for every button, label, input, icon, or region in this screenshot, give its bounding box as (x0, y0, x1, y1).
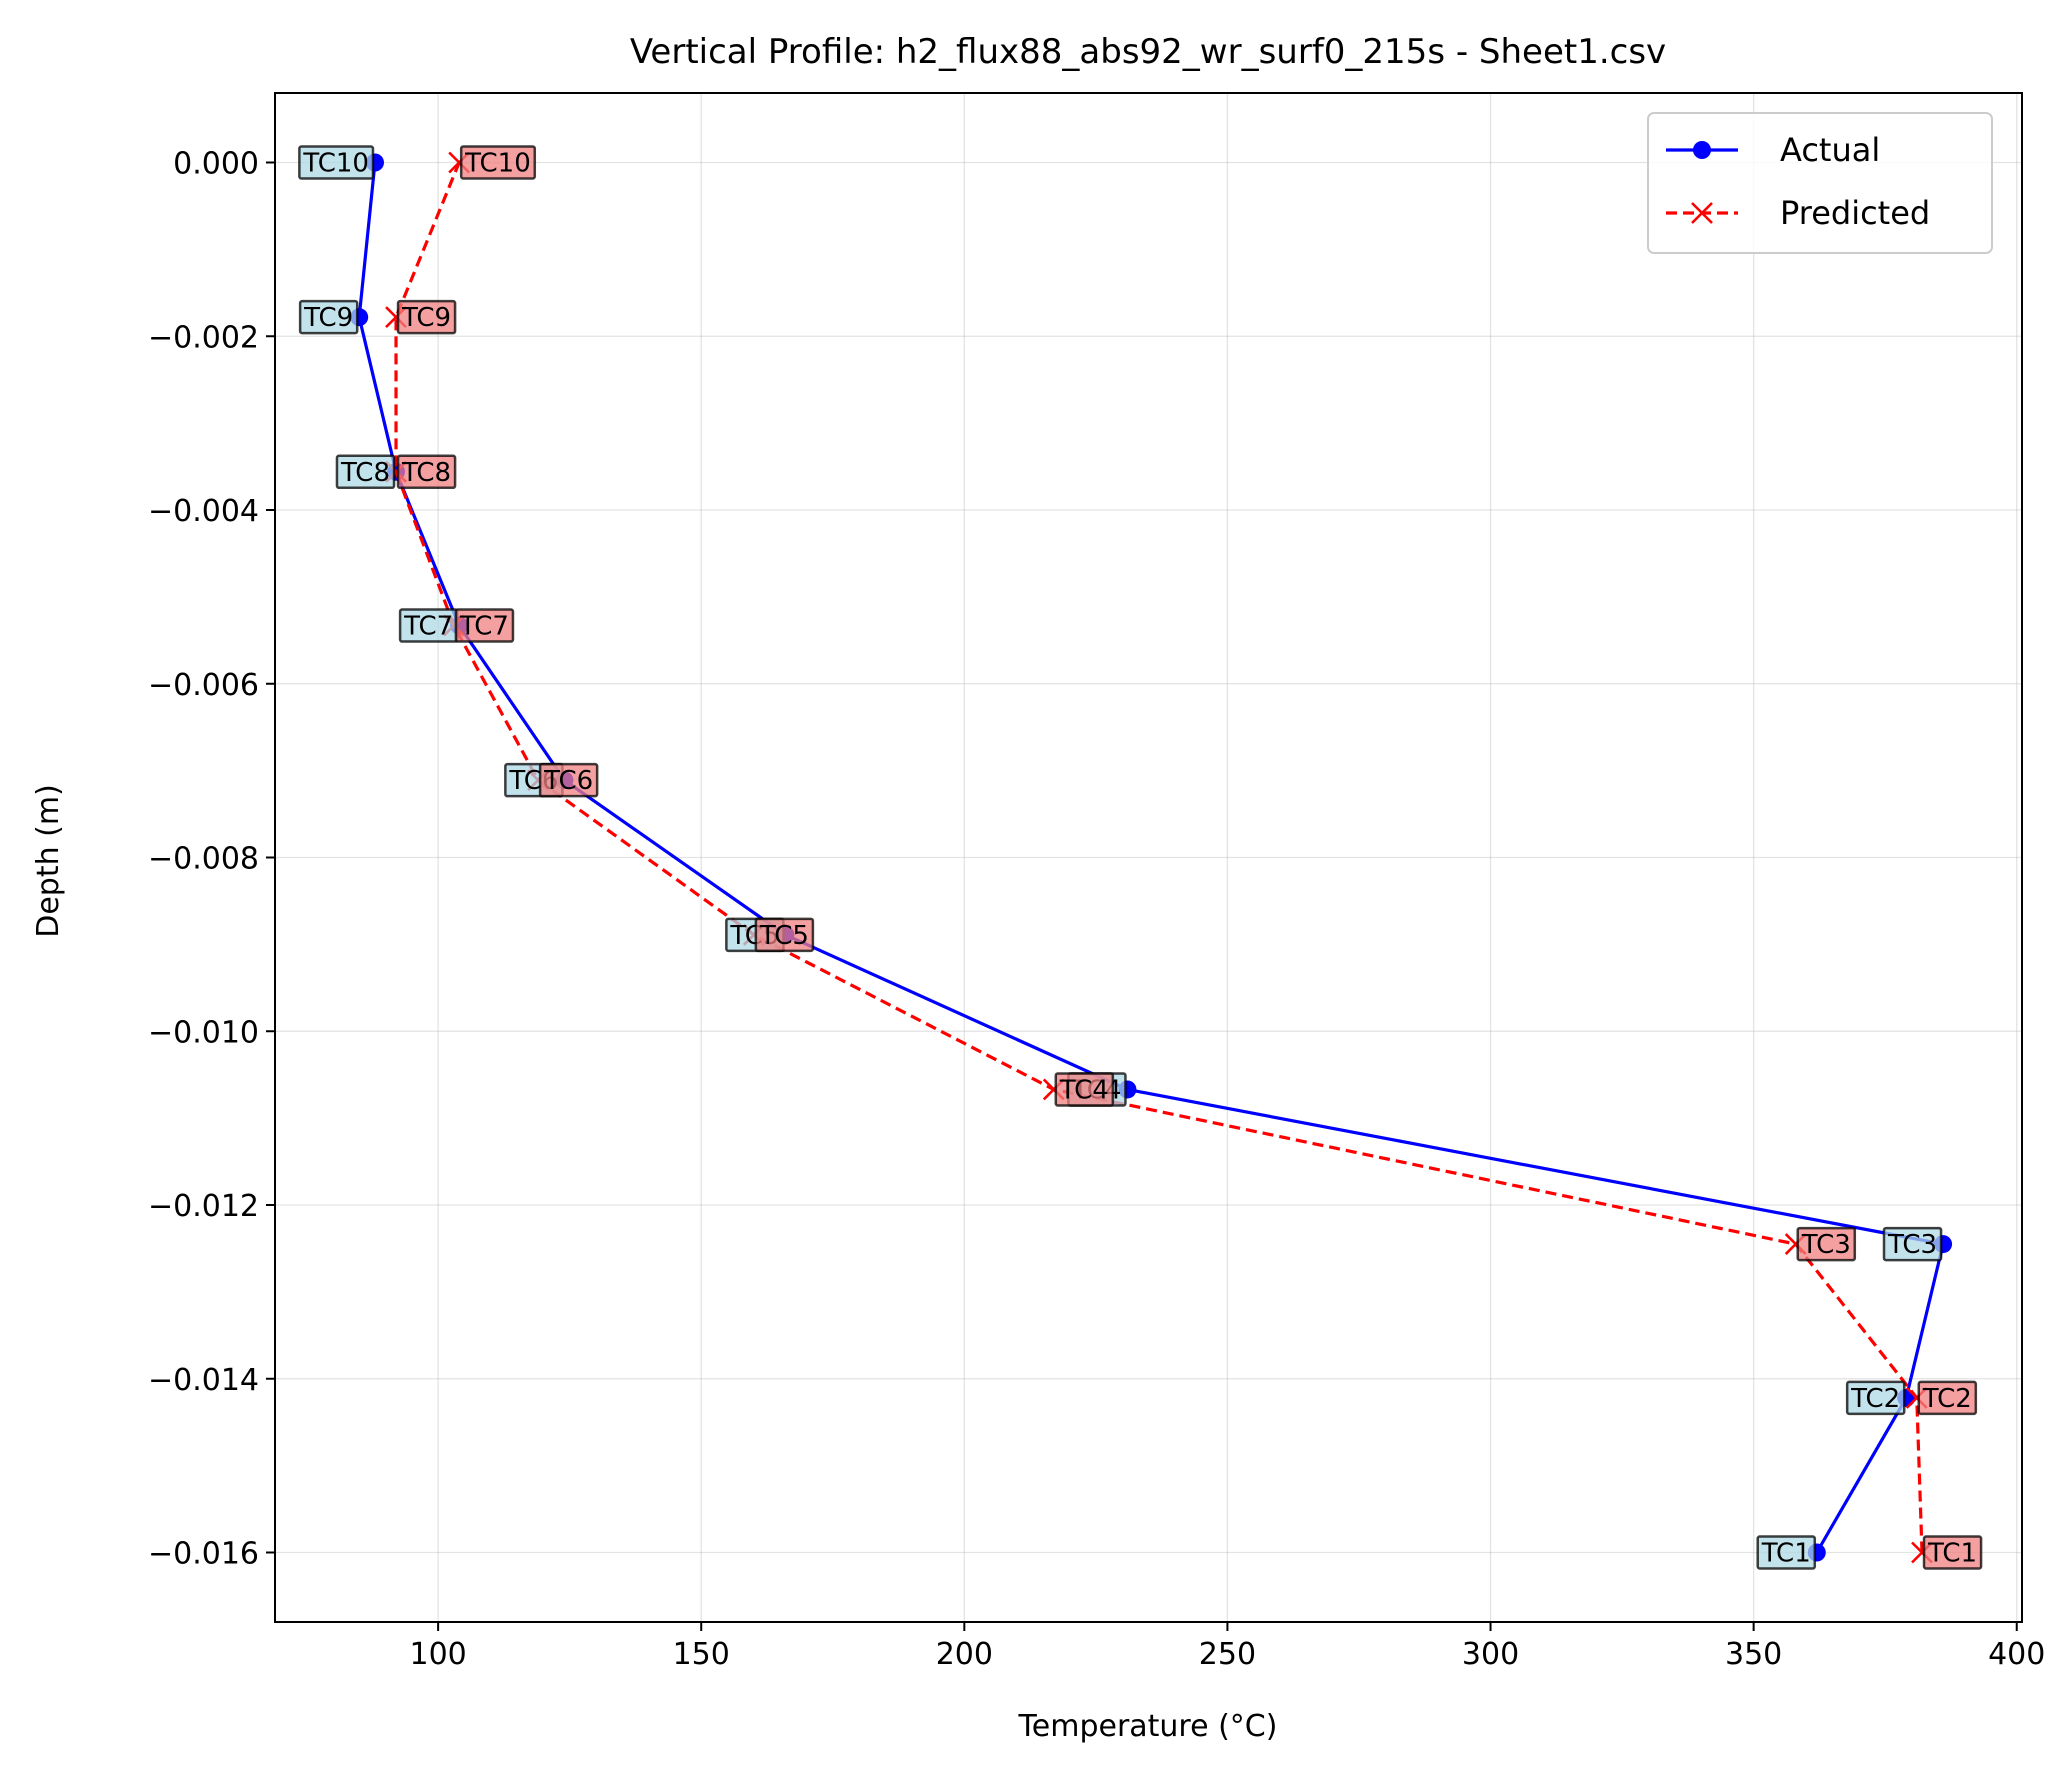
y-tick-label: −0.010 (148, 1015, 259, 1050)
legend-marker (1693, 141, 1711, 159)
point-label-box (1917, 1380, 1978, 1416)
x-tick-label: 250 (1199, 1637, 1256, 1672)
point-label-box (1756, 1535, 1817, 1570)
y-tick-label: −0.002 (148, 320, 259, 355)
point-label-actual-tc8: TC8 (335, 454, 396, 490)
y-tick-label: −0.012 (148, 1189, 259, 1224)
point-label-text: TC1 (1927, 1539, 1977, 1569)
point-label-text: TC2 (1922, 1384, 1972, 1414)
point-label-text: TC3 (1801, 1230, 1851, 1260)
point-label-box (298, 145, 375, 180)
y-tick-label: −0.008 (148, 842, 259, 877)
y-axis-label: Depth (m) (31, 784, 66, 938)
legend-entry-predicted: Predicted (1666, 194, 1930, 232)
point-label-box (1845, 1380, 1906, 1416)
point-label-text: TC9 (303, 303, 353, 333)
legend: Actual Predicted (1647, 112, 1993, 254)
axis-layer: 100 150 200 250 300 350 400 0.000 −0.002 −0.004 −0… (148, 147, 2045, 1673)
point-label-text: TC6 (543, 766, 593, 796)
point-label-box (396, 299, 457, 335)
x-tick-label: 350 (1725, 1637, 1782, 1672)
point-label-predicted-tc7: TC7 (454, 608, 515, 643)
chart-title: Vertical Profile: h2_flux88_abs92_wr_sur… (630, 32, 1666, 72)
legend-label: Predicted (1780, 194, 1930, 232)
point-label-box (454, 608, 515, 643)
point-label-actual-tc3: TC3 (1882, 1226, 1943, 1262)
point-label-actual-tc7: TC7 (398, 608, 459, 643)
point-label-actual-tc9: TC9 (298, 299, 359, 335)
legend-entry-actual: Actual (1666, 131, 1880, 169)
point-label-predicted-tc8: TC8 (396, 454, 457, 490)
x-tick-label: 150 (673, 1637, 730, 1672)
point-label-text: TC3 (1887, 1230, 1937, 1260)
point-label-predicted-tc3: TC3 (1796, 1226, 1857, 1262)
point-label-box (298, 299, 359, 335)
point-label-box (1882, 1226, 1943, 1262)
y-tick-label: −0.016 (148, 1537, 259, 1572)
y-tick-label: 0.000 (173, 147, 259, 182)
point-label-predicted-tc6: TC6 (538, 762, 599, 798)
series-line-actual (357, 162, 1945, 1554)
y-tick-label: −0.014 (148, 1363, 259, 1398)
point-label-actual-tc10: TC10 (298, 145, 375, 180)
x-axis-label: Temperature (°C) (1018, 1709, 1278, 1744)
point-label-box (459, 145, 537, 180)
point-label-box (754, 917, 815, 953)
point-label-text: TC7 (403, 612, 453, 642)
point-label-box (1796, 1226, 1857, 1262)
x-tick-label: 400 (1988, 1637, 2045, 1672)
point-label-actual-tc1: TC1 (1756, 1535, 1817, 1570)
point-label-text: TC9 (401, 303, 451, 333)
point-label-text: TC10 (464, 149, 531, 179)
point-label-text: TC5 (759, 921, 809, 951)
point-label-box (538, 762, 599, 798)
point-label-predicted-tc2: TC2 (1917, 1380, 1978, 1416)
point-label-text: TC2 (1850, 1384, 1900, 1414)
point-label-predicted-tc1: TC1 (1922, 1535, 1983, 1570)
series-line-predicted (394, 161, 1924, 1553)
point-label-predicted-tc4: TC4 (1054, 1072, 1115, 1107)
point-label-text: TC4 (1059, 1075, 1109, 1105)
point-label-text: TC8 (401, 458, 451, 488)
point-label-text: TC8 (340, 458, 390, 488)
legend-marker (1691, 202, 1713, 224)
y-tick-label: −0.004 (148, 494, 259, 529)
point-label-predicted-tc5: TC5 (754, 917, 815, 953)
point-label-layer: TC1 TC2 TC3 TC4 TC5 TC6 TC7 TC8 TC9 TC10 TC1 TC2 TC3… (298, 145, 1983, 1570)
x-tick-label: 200 (936, 1637, 993, 1672)
point-label-predicted-tc10: TC10 (459, 145, 537, 180)
x-tick-label: 100 (409, 1637, 466, 1672)
point-label-box (396, 454, 457, 490)
point-label-box (1054, 1072, 1115, 1107)
point-label-box (1922, 1535, 1983, 1570)
legend-frame (1647, 112, 1993, 254)
point-label-text: TC7 (459, 612, 509, 642)
point-label-text: TC10 (302, 149, 369, 179)
x-tick-label: 300 (1462, 1637, 1519, 1672)
point-label-text: TC1 (1761, 1539, 1811, 1569)
point-label-box (335, 454, 396, 490)
point-label-actual-tc2: TC2 (1845, 1380, 1906, 1416)
legend-label: Actual (1780, 131, 1880, 169)
point-label-predicted-tc9: TC9 (396, 299, 457, 335)
y-tick-label: −0.006 (148, 668, 259, 703)
